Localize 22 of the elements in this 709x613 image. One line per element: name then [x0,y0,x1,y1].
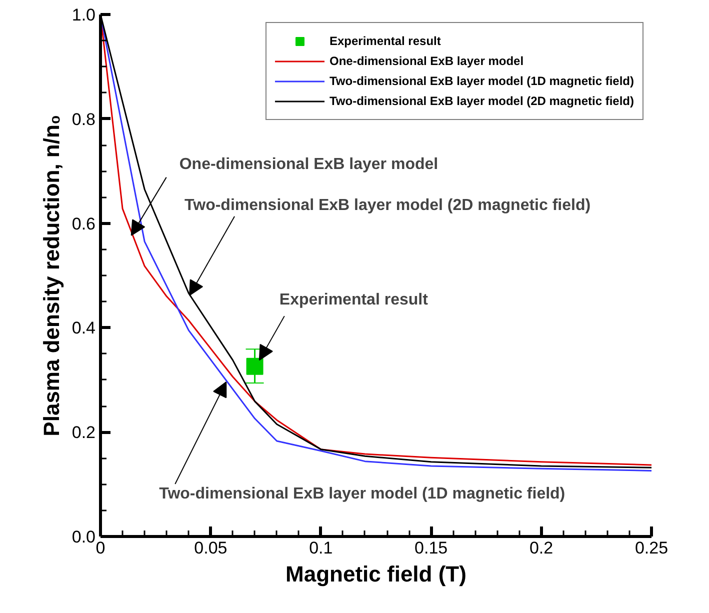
x-tick-label: 0.15 [414,538,448,558]
y-tick-label: 0.0 [72,528,96,546]
x-tick-label: 0 [96,538,106,558]
y-tick-label: 0.2 [72,423,96,442]
annotation: Two-dimensional ExB layer model (2D magnetic field) [184,196,591,214]
legend-label: One-dimensional ExB layer model [329,54,524,68]
x-tick-label: 0.05 [194,538,228,558]
annotation: Two-dimensional ExB layer model (1D magnetic field) [159,485,566,502]
y-tick-label: 1.0 [72,6,96,24]
legend-label: Experimental result [329,34,441,48]
annotation: Experimental result [279,292,429,309]
x-axis-title: Magnetic field (T) [286,562,466,586]
x-tick-label: 0.25 [634,538,668,558]
y-tick-label: 0.8 [72,110,96,129]
legend-label: Two-dimensional ExB layer model (2D magnetic field) [329,94,634,108]
y-tick-label: 0.4 [72,318,96,338]
y-tick-label: 0.6 [72,214,96,234]
legend-label: Two-dimensional ExB layer model (1D magnetic field) [329,74,634,88]
y-axis-title: Plasma density reduction, n/n₀ [38,114,64,436]
x-tick-label: 0.2 [529,538,554,558]
x-tick-label: 0.1 [309,538,333,558]
annotation: One-dimensional ExB layer model [179,156,438,173]
